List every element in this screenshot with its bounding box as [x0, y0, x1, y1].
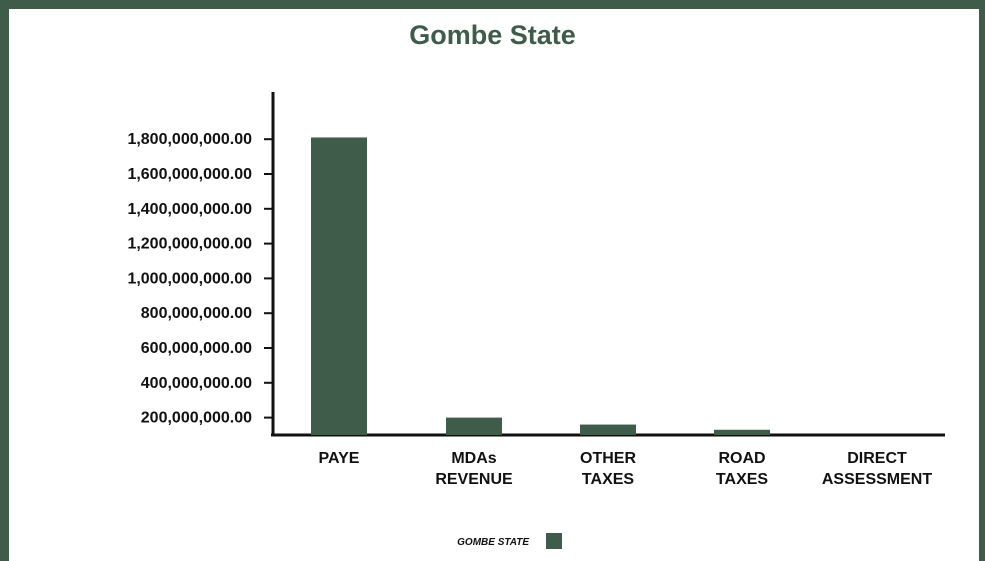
y-tick-label: 1,000,000,000.00 — [127, 270, 252, 287]
y-tick-label: 400,000,000.00 — [141, 375, 252, 392]
x-tick-label: ASSESSMENT — [822, 471, 932, 488]
y-tick-label: 1,400,000,000.00 — [127, 201, 252, 218]
bar-paye — [311, 137, 367, 435]
chart-title: Gombe State — [409, 20, 576, 50]
legend-swatch — [546, 533, 562, 549]
y-tick-label: 800,000,000.00 — [141, 305, 252, 322]
x-tick-label: OTHER — [580, 450, 636, 467]
x-tick-label: PAYE — [319, 450, 360, 467]
bar-mdas-revenue — [446, 417, 502, 435]
x-tick-label: MDAs — [451, 450, 496, 467]
x-tick-label: DIRECT — [847, 450, 907, 467]
x-tick-label: ROAD — [718, 450, 765, 467]
y-tick-label: 200,000,000.00 — [141, 410, 252, 427]
x-tick-label: TAXES — [716, 471, 768, 488]
x-tick-label: TAXES — [582, 471, 634, 488]
bar-other-taxes — [580, 424, 636, 435]
y-tick-label: 1,600,000,000.00 — [127, 166, 252, 183]
y-tick-label: 1,800,000,000.00 — [127, 131, 252, 148]
y-tick-label: 600,000,000.00 — [141, 340, 252, 357]
legend-label: GOMBE STATE — [457, 537, 529, 548]
y-tick-label: 1,200,000,000.00 — [127, 236, 252, 253]
x-tick-label: REVENUE — [435, 471, 513, 488]
bar-road-taxes — [714, 429, 770, 435]
